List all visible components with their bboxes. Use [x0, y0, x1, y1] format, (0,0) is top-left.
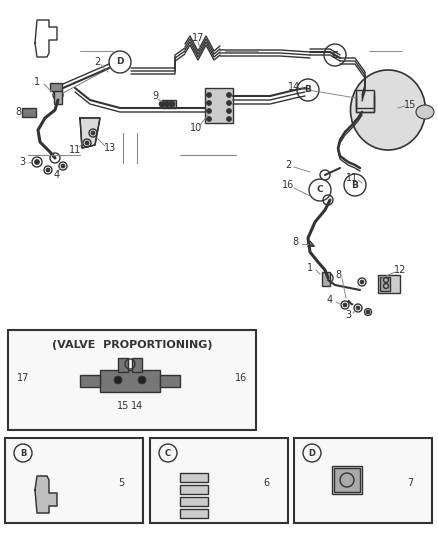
Text: 4: 4 [327, 295, 333, 305]
Text: 2: 2 [285, 160, 291, 170]
Text: 3: 3 [19, 157, 25, 167]
Text: 16: 16 [282, 180, 294, 190]
Circle shape [206, 117, 212, 122]
Text: 2: 2 [94, 57, 100, 67]
Text: 1: 1 [307, 263, 313, 273]
Bar [22, 108, 36, 117]
Polygon shape [80, 118, 100, 148]
Text: 14: 14 [288, 82, 300, 92]
Circle shape [138, 376, 146, 384]
Text: 8: 8 [292, 237, 298, 247]
Bar [180, 497, 208, 506]
Bar [322, 272, 330, 286]
Bar [380, 277, 390, 291]
Circle shape [206, 93, 212, 98]
Text: 3: 3 [345, 310, 351, 320]
Circle shape [343, 303, 347, 307]
Bar [205, 88, 233, 123]
Ellipse shape [416, 105, 434, 119]
Bar [100, 370, 160, 392]
Bar [118, 358, 128, 372]
FancyArrowPatch shape [349, 301, 352, 304]
Text: C: C [317, 185, 323, 195]
Text: 10: 10 [190, 123, 202, 133]
Circle shape [226, 101, 232, 106]
Bar [54, 90, 62, 104]
Text: 13: 13 [104, 143, 116, 153]
Text: D: D [116, 58, 124, 67]
Text: C: C [332, 51, 338, 60]
Text: 14: 14 [131, 401, 143, 411]
Text: 4: 4 [54, 170, 60, 180]
Bar [80, 375, 100, 387]
Text: 8: 8 [335, 270, 341, 280]
Bar [50, 83, 62, 91]
Bar [356, 90, 374, 112]
Text: 1: 1 [34, 77, 40, 87]
Text: (VALVE  PROPORTIONING): (VALVE PROPORTIONING) [52, 340, 212, 350]
Bar [180, 473, 208, 482]
Circle shape [91, 131, 95, 135]
Circle shape [226, 93, 232, 98]
Text: C: C [165, 448, 171, 457]
Text: 9: 9 [152, 91, 158, 101]
Circle shape [169, 101, 175, 107]
Bar [162, 100, 176, 108]
Circle shape [85, 141, 89, 145]
Circle shape [206, 109, 212, 114]
Circle shape [114, 376, 122, 384]
Circle shape [159, 101, 165, 107]
Text: 7: 7 [407, 478, 413, 488]
Bar [332, 466, 362, 494]
Text: 5: 5 [118, 478, 124, 488]
Bar [180, 509, 208, 518]
Text: 12: 12 [394, 265, 406, 275]
Text: 15: 15 [117, 401, 129, 411]
Bar [5, 438, 143, 523]
Circle shape [206, 101, 212, 106]
Text: 6: 6 [263, 478, 269, 488]
Polygon shape [35, 476, 57, 513]
Circle shape [61, 164, 65, 168]
Text: 8: 8 [15, 107, 21, 117]
Ellipse shape [350, 70, 425, 150]
Text: 16: 16 [235, 373, 247, 383]
Bar [132, 358, 142, 372]
Text: 11: 11 [346, 173, 358, 183]
Text: 17: 17 [17, 373, 29, 383]
Circle shape [360, 280, 364, 284]
Circle shape [356, 306, 360, 310]
Circle shape [226, 117, 232, 122]
Bar [150, 438, 288, 523]
Circle shape [226, 109, 232, 114]
Text: B: B [352, 181, 358, 190]
Text: 11: 11 [69, 145, 81, 155]
Text: 15: 15 [404, 100, 416, 110]
Bar [294, 438, 432, 523]
Circle shape [46, 168, 50, 172]
Circle shape [366, 310, 370, 314]
Text: B: B [20, 448, 26, 457]
Text: D: D [308, 448, 315, 457]
Circle shape [164, 101, 170, 107]
Text: B: B [304, 85, 311, 94]
Bar [8, 330, 256, 430]
Bar [334, 468, 360, 492]
Bar [160, 375, 180, 387]
Bar [180, 485, 208, 494]
Circle shape [35, 159, 39, 165]
Text: 17: 17 [192, 33, 204, 43]
Bar [378, 275, 400, 293]
